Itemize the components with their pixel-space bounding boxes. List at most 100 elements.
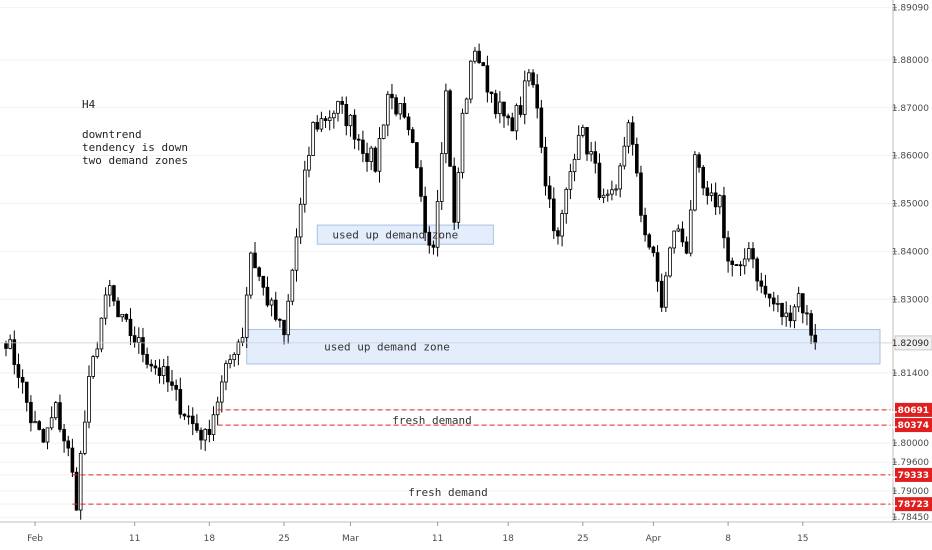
candle-body-111 [464,98,469,114]
price-tag-label-9: 1.80691 [888,406,929,416]
price-tag-15 [895,497,932,512]
candle-body-47 [199,429,203,441]
candle-body-146 [610,189,614,195]
candle-body-89 [373,147,378,172]
candle-body-86 [361,139,365,154]
candle-body-77 [323,118,328,121]
x-tick-label-6: 18 [502,534,514,544]
candle-body-155 [647,234,652,248]
candle-body-50 [211,414,216,436]
candle-body-65 [273,299,278,320]
x-tick-label-4: Mar [342,534,359,544]
candle-body-98 [410,129,415,143]
candle-body-31 [132,335,137,343]
candle-body-42 [178,388,183,415]
zone-labels: used up demand zone used up demand zone fr… [324,229,488,499]
candle-body-115 [481,62,486,67]
candle-body-116 [485,65,490,93]
y-tick-label-16: 1.78450 [892,513,929,523]
candle-body-154 [643,214,647,236]
candle-body-16 [70,447,75,473]
candle-body-82 [344,104,349,127]
candle-body-101 [423,195,427,233]
candle-body-181 [755,258,759,282]
last-price-tag [894,335,932,351]
candle-body-13 [58,402,62,430]
last-price-label: 1.82090 [892,339,929,349]
candle-body-45 [190,415,195,425]
candle-body-100 [419,167,423,197]
y-tick-label-1: 1.88000 [892,56,929,66]
candle-body-135 [564,188,569,214]
candle-body-104 [435,201,440,248]
candle-body-102 [427,231,432,246]
candle-body-4 [20,376,25,383]
x-tick-label-1: 11 [129,534,140,544]
candle-body-43 [182,413,187,417]
candle-body-129 [539,107,544,148]
x-tick-label-5: 11 [432,534,443,544]
candle-body-150 [626,122,631,147]
fresh-demand-lines [0,342,893,505]
candle-body-142 [593,151,598,164]
time-axis[interactable]: Feb 11 18 25 Mar 11 18 25 Apr 8 15 [27,522,809,544]
y-tick-label-14: 1.79000 [892,487,929,497]
candle-body-164 [684,241,689,254]
candle-body-195 [813,334,818,344]
candle-body-39 [166,366,170,383]
candle-body-121 [506,115,510,119]
candle-body-78 [327,117,332,121]
candle-body-81 [340,101,344,105]
candle-body-34 [145,354,149,365]
candle-body-90 [377,138,382,172]
candle-body-168 [701,166,705,189]
candle-body-12 [54,402,58,419]
y-tick-label-8: 1.81400 [892,369,929,379]
candle-body-11 [49,417,54,429]
candle-body-3 [16,364,21,378]
x-tick-label-7: 25 [577,534,588,544]
y-tick-label-2: 1.87000 [892,104,929,114]
candle-body-137 [572,158,577,173]
candle-body-23 [99,317,104,350]
candle-body-97 [406,116,411,131]
candles [4,43,818,520]
candle-body-21 [91,356,95,377]
candle-body-19 [83,421,87,454]
price-tag-10 [895,418,932,433]
candle-body-92 [385,93,390,126]
candle-body-93 [390,93,394,99]
candle-body-112 [468,60,473,100]
candle-body-191 [796,293,801,308]
candle-body-171 [713,192,718,208]
price-axis[interactable]: 1.89090 1.88000 1.87000 1.86000 1.85000 1.840… [888,4,932,524]
candle-body-99 [415,142,419,169]
candle-body-122 [510,117,515,132]
candle-body-51 [215,401,220,416]
candle-body-180 [751,248,755,260]
candle-body-63 [265,286,270,306]
x-tick-label-2: 18 [204,534,216,544]
candle-body-41 [174,384,178,390]
candle-body-66 [278,318,282,321]
candle-body-152 [635,143,639,174]
candle-body-20 [87,376,91,423]
candle-body-29 [124,313,129,320]
candle-body-36 [153,365,158,369]
candle-body-74 [311,122,315,156]
candle-body-192 [801,293,805,314]
candle-body-138 [576,134,581,160]
candle-body-75 [315,122,320,130]
y-tick-label-4: 1.85000 [892,200,929,210]
candle-body-30 [128,318,133,336]
candle-body-177 [738,264,743,267]
candle-body-72 [302,169,307,205]
candle-body-113 [473,50,477,62]
candle-body-189 [788,312,793,322]
candle-body-126 [527,72,531,82]
candle-body-6 [29,401,33,424]
candle-body-58 [244,294,249,338]
candle-body-179 [747,248,751,260]
